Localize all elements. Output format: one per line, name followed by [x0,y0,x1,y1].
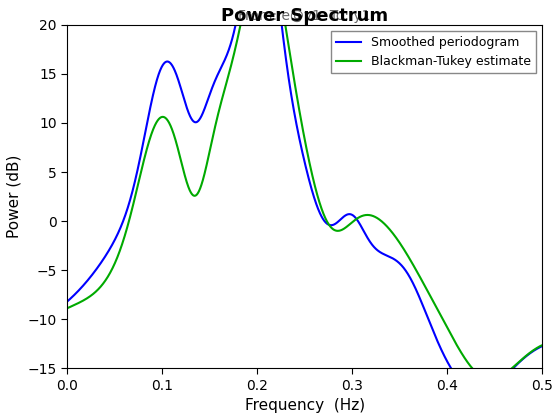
Smoothed periodogram [282,55,289,60]
X-axis label: Frequency  (Hz): Frequency (Hz) [245,398,365,413]
Blackman-Tukey estimate [295,102,302,107]
Text: From: e@y1  To: y1: From: e@y1 To: y1 [239,9,371,23]
Line: Smoothed periodogram: Smoothed periodogram [67,0,542,392]
Line: Blackman-Tukey estimate: Blackman-Tukey estimate [67,0,542,379]
Smoothed periodogram [64,299,71,304]
Smoothed periodogram [525,352,532,357]
Blackman-Tukey estimate [282,25,289,30]
Blackman-Tukey estimate [88,293,95,298]
Blackman-Tukey estimate [64,306,71,311]
Blackman-Tukey estimate [539,343,545,348]
Blackman-Tukey estimate [525,351,532,356]
Legend: Smoothed periodogram, Blackman-Tukey estimate: Smoothed periodogram, Blackman-Tukey est… [331,31,536,74]
Title: Power Spectrum: Power Spectrum [221,7,388,25]
Blackman-Tukey estimate [525,351,532,356]
Smoothed periodogram [438,347,445,352]
Smoothed periodogram [525,352,532,357]
Smoothed periodogram [295,131,302,136]
Smoothed periodogram [539,344,545,349]
Blackman-Tukey estimate [487,377,494,382]
Blackman-Tukey estimate [438,314,445,319]
Smoothed periodogram [476,389,483,394]
Y-axis label: Power (dB): Power (dB) [7,155,22,238]
Smoothed periodogram [88,273,95,278]
